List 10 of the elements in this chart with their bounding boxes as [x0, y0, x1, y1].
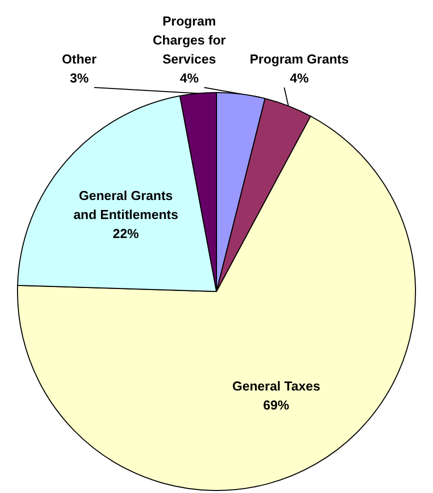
slice-label: Other: [62, 52, 97, 66]
data-label: 4%: [290, 70, 310, 86]
data-label: 3%: [70, 70, 90, 86]
slice-label: General Taxes: [232, 378, 320, 394]
data-label: 4%: [180, 70, 200, 86]
slice-label: Program Charges for Services: [152, 14, 226, 66]
data-label: 22%: [112, 226, 140, 241]
slice-label: General Grants and Entitlements: [73, 188, 178, 222]
data-label: 69%: [263, 397, 290, 412]
slice-label: Program Grants: [250, 52, 349, 66]
